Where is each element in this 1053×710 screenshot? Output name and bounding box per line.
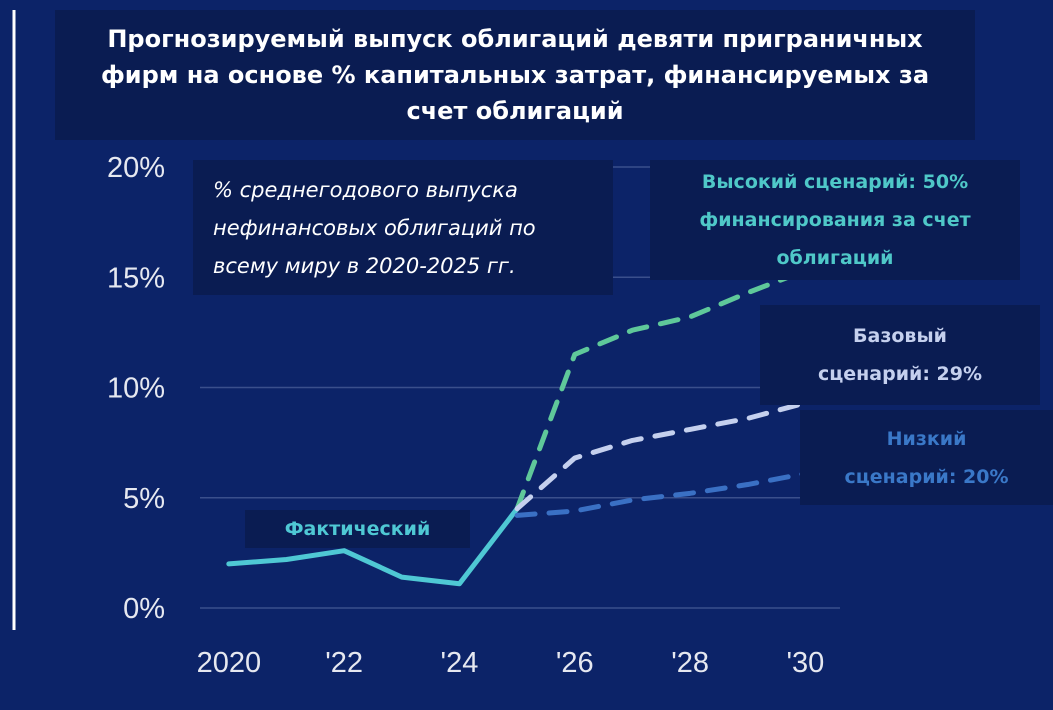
series-label: Высокий сценарий: 50% финансирования за … [650, 160, 1020, 280]
y-tick-label: 5% [123, 483, 165, 515]
y-tick-label: 20% [107, 152, 165, 184]
series-line [514, 400, 808, 512]
x-tick-label: '28 [671, 647, 709, 679]
x-tick-label: '22 [325, 647, 363, 679]
series-label: Фактический [245, 510, 470, 548]
chart-subtitle: % среднегодового выпуска нефинансовых об… [193, 160, 613, 295]
series-line [226, 506, 520, 587]
series-label: Базовый сценарий: 29% [760, 305, 1040, 405]
series-line [514, 470, 808, 518]
series-line [514, 268, 808, 512]
x-tick-label: '26 [556, 647, 594, 679]
x-tick-label: '24 [441, 647, 479, 679]
chart-title: Прогнозируемый выпуск облигаций девяти п… [55, 10, 975, 140]
series-label: Низкий сценарий: 20% [800, 410, 1053, 505]
y-tick-label: 10% [107, 373, 165, 405]
y-tick-label: 15% [107, 262, 165, 294]
x-tick-label: 2020 [197, 647, 262, 679]
x-tick-label: '30 [787, 647, 825, 679]
y-tick-label: 0% [123, 593, 165, 625]
